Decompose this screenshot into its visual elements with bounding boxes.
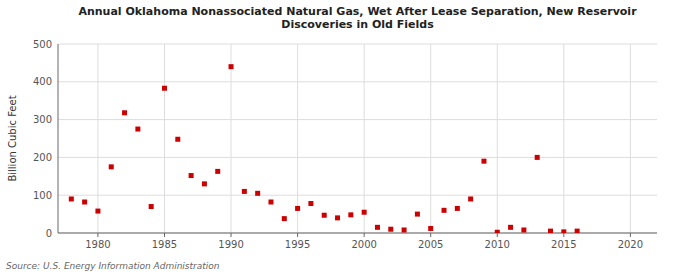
point (388, 227, 393, 232)
point (521, 227, 526, 232)
point (481, 159, 486, 164)
point (295, 206, 300, 211)
grid-line-y (58, 119, 657, 120)
grid-line-y (58, 233, 657, 234)
point (322, 213, 327, 218)
y-tick-label: 400 (33, 76, 52, 87)
point (69, 196, 74, 201)
point (82, 200, 87, 205)
axes: 0 100 200 300 400 500 1980 1985 1990 1995 2000 2005… (33, 39, 657, 251)
y-tick-label: 300 (33, 114, 52, 125)
point (402, 227, 407, 232)
point (175, 137, 180, 142)
grid-line-x (297, 44, 298, 233)
point (162, 86, 167, 91)
x-tick (563, 233, 564, 237)
grid-line-y (58, 81, 657, 82)
point (348, 212, 353, 217)
point (95, 209, 100, 214)
x-tick-label: 2010 (485, 239, 510, 250)
y-tick-label: 0 (46, 228, 52, 239)
point (455, 206, 460, 211)
grid-line-y (58, 157, 657, 158)
y-tick-label: 200 (33, 152, 52, 163)
point (189, 173, 194, 178)
y-axis-line (58, 44, 59, 233)
point (109, 164, 114, 169)
points (69, 64, 580, 233)
point (548, 229, 553, 233)
point (282, 216, 287, 221)
x-tick (97, 233, 98, 237)
point (255, 191, 260, 196)
x-tick (430, 233, 431, 237)
x-tick (231, 233, 232, 237)
x-tick-label: 2020 (618, 239, 643, 250)
chart: Annual Oklahoma Nonassociated Natural Ga… (0, 0, 675, 275)
grid-line-x (364, 44, 365, 233)
x-tick (364, 233, 365, 237)
point (335, 215, 340, 220)
title: Annual Oklahoma Nonassociated Natural Ga… (78, 5, 637, 31)
x-axis-line (58, 233, 657, 234)
point (495, 230, 500, 233)
x-tick (630, 233, 631, 237)
y-tick-label: 100 (33, 190, 52, 201)
source-note: Source: U.S. Energy Information Administ… (6, 261, 220, 271)
x-tick-label: 1995 (285, 239, 310, 250)
grid-line-x (231, 44, 232, 233)
point (428, 226, 433, 231)
x-tick-label: 2000 (351, 239, 376, 250)
point (268, 200, 273, 205)
grid-line-x (430, 44, 431, 233)
point (135, 127, 140, 132)
point (575, 229, 580, 233)
x-tick-label: 2015 (551, 239, 576, 250)
point (442, 208, 447, 213)
point (215, 169, 220, 174)
point (468, 196, 473, 201)
grid-line-y (58, 195, 657, 196)
point (242, 189, 247, 194)
point (122, 110, 127, 115)
point (375, 225, 380, 230)
point (535, 155, 540, 160)
point (149, 204, 154, 209)
x-tick-label: 1990 (218, 239, 243, 250)
grid-line-x (563, 44, 564, 233)
grid-line-x (164, 44, 165, 233)
y-tick-label: 500 (33, 39, 52, 50)
x-tick (297, 233, 298, 237)
x-tick (497, 233, 498, 237)
grid-line-x (630, 44, 631, 233)
point (362, 210, 367, 215)
point (415, 212, 420, 217)
point (202, 181, 207, 186)
x-tick-label: 2005 (418, 239, 443, 250)
x-tick-label: 1980 (85, 239, 110, 250)
grid (58, 44, 657, 233)
x-tick-label: 1985 (152, 239, 177, 250)
grid-line-y (58, 44, 657, 45)
chart-container: Annual Oklahoma Nonassociated Natural Ga… (0, 0, 675, 275)
x-tick (164, 233, 165, 237)
point (508, 225, 513, 230)
point (308, 201, 313, 206)
y-axis-label: Billion Cubic Feet (7, 95, 18, 181)
grid-line-x (497, 44, 498, 233)
point (561, 229, 566, 233)
point (229, 64, 234, 69)
grid-line-x (97, 44, 98, 233)
